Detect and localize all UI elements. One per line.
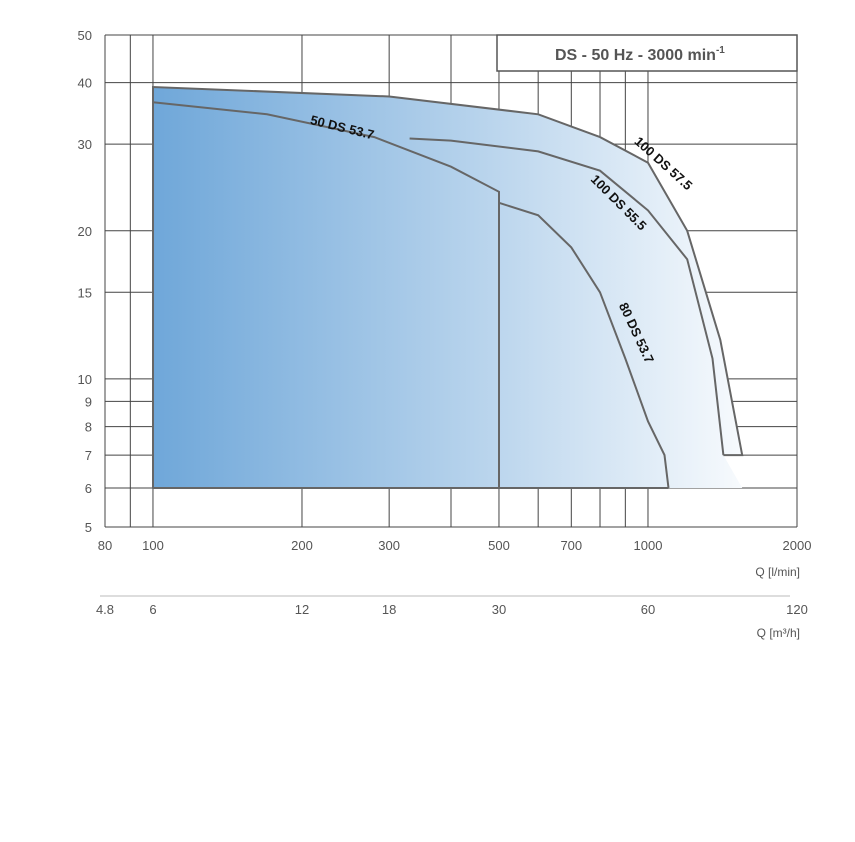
curve-100-ds-57-5	[152, 85, 744, 488]
y-tick-label: 40	[78, 76, 92, 91]
chart-title-box: DS - 50 Hz - 3000 min-1	[496, 34, 798, 72]
y-tick-label: 9	[85, 394, 92, 409]
y-tick-label: 8	[85, 420, 92, 435]
x-axis-lmin: 80 100 200 300 500 700 1000 2000	[98, 538, 812, 553]
y-tick-label: 7	[85, 448, 92, 463]
y-tick-label: 5	[85, 520, 92, 535]
x-axis-m3h: 4.8 6 12 18 30 60 120	[96, 602, 808, 617]
x-tick-label: 500	[488, 538, 510, 553]
x-tick-label: 2000	[783, 538, 812, 553]
curve-50-ds-53-7	[152, 101, 500, 488]
x-tick-label: 80	[98, 538, 112, 553]
performance-curves	[152, 85, 744, 489]
y-tick-label: 20	[78, 224, 92, 239]
y-tick-label: 15	[78, 285, 92, 300]
y-tick-label: 10	[78, 372, 92, 387]
x2-tick-label: 12	[295, 602, 309, 617]
x2-tick-label: 6	[149, 602, 156, 617]
x-tick-label: 1000	[634, 538, 663, 553]
envelope-fill	[153, 87, 743, 488]
x-axis-label-m3h: Q [m³/h]	[757, 626, 800, 640]
curve-100-ds-55-5	[409, 137, 725, 456]
x2-tick-label: 30	[492, 602, 506, 617]
x2-tick-label: 60	[641, 602, 655, 617]
y-tick-label: 30	[78, 137, 92, 152]
chart-title: DS - 50 Hz - 3000 min-1	[555, 45, 725, 64]
y-tick-label: 6	[85, 481, 92, 496]
x-tick-label: 100	[142, 538, 164, 553]
x2-tick-label: 18	[382, 602, 396, 617]
x-tick-label: 200	[291, 538, 313, 553]
curve-80-ds-53-7	[498, 201, 670, 489]
performance-area	[153, 87, 743, 488]
y-tick-label: 50	[78, 28, 92, 43]
y-axis: 5 6 7 8 9 10 15 20 30 40 50	[78, 28, 92, 535]
x-tick-label: 700	[560, 538, 582, 553]
x-tick-label: 300	[378, 538, 400, 553]
chart-title-superscript: -1	[716, 45, 725, 56]
chart-title-main: DS - 50 Hz - 3000 min	[555, 47, 716, 64]
x-axis-label-lmin: Q [l/min]	[755, 565, 800, 579]
x2-tick-label: 4.8	[96, 602, 114, 617]
x2-tick-label: 120	[786, 602, 808, 617]
